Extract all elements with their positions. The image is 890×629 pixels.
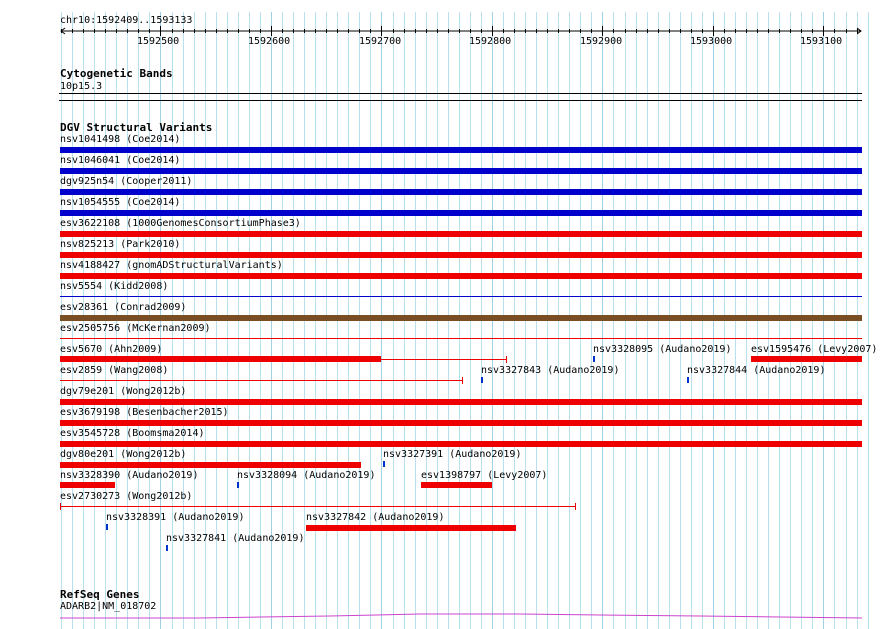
cytoband-outline-bottom: [59, 100, 862, 101]
structural-variant-tick[interactable]: [383, 461, 385, 467]
dgv-track-title[interactable]: DGV Structural Variants: [60, 121, 213, 134]
structural-variant-bar[interactable]: [60, 356, 381, 362]
cytoband-label: 10p15.3: [60, 81, 103, 92]
feature-label: esv3622108 (1000GenomesConsortiumPhase3): [60, 218, 301, 229]
structural-variant-line[interactable]: [381, 359, 507, 360]
feature-label: esv2730273 (Wong2012b): [60, 491, 193, 502]
feature-label: nsv4188427 (gnomADStructuralVariants): [60, 260, 283, 271]
gene-label: ADARB2|NM_018702: [60, 601, 157, 612]
structural-variant-tick[interactable]: [481, 377, 483, 383]
refseq-track-title[interactable]: RefSeq Genes: [60, 588, 140, 601]
structural-variant-bar[interactable]: [60, 462, 361, 468]
feature-label: dgv925n54 (Cooper2011): [60, 176, 193, 187]
cytoband-track-title[interactable]: Cytogenetic Bands: [60, 67, 173, 80]
feature-label: esv2859 (Wang2008): [60, 365, 169, 376]
feature-label: nsv3328390 (Audano2019): [60, 470, 199, 481]
structural-variant-line[interactable]: [60, 338, 862, 339]
structural-variant-bar[interactable]: [60, 399, 862, 405]
structural-variant-line[interactable]: [60, 296, 862, 297]
feature-label: esv3679198 (Besenbacher2015): [60, 407, 229, 418]
ruler-tick-label: 1593100: [800, 36, 843, 47]
structural-variant-bar[interactable]: [60, 168, 862, 174]
coordinate-label: chr10:1592409..1593133: [60, 15, 193, 26]
feature-label: nsv825213 (Park2010): [60, 239, 181, 250]
ruler-tick-label: 1593000: [690, 36, 733, 47]
feature-label: nsv3328391 (Audano2019): [106, 512, 245, 523]
gene-model[interactable]: [0, 608, 890, 629]
structural-variant-end-tick: [60, 503, 61, 510]
structural-variant-end-tick: [506, 356, 507, 363]
structural-variant-bar[interactable]: [306, 525, 516, 531]
structural-variant-bar[interactable]: [60, 189, 862, 195]
cytoband-outline-top: [59, 93, 862, 94]
ruler-tick-label: 1592800: [469, 36, 512, 47]
structural-variant-bar[interactable]: [421, 482, 492, 488]
ruler-tick-label: 1592900: [580, 36, 623, 47]
structural-variant-bar[interactable]: [60, 231, 862, 237]
ruler-tick-label: 1592500: [137, 36, 180, 47]
structural-variant-bar[interactable]: [60, 482, 115, 488]
ruler-tick-label: 1592600: [248, 36, 291, 47]
structural-variant-bar[interactable]: [60, 315, 862, 321]
structural-variant-line[interactable]: [60, 506, 576, 507]
feature-label: nsv3327391 (Audano2019): [383, 449, 522, 460]
feature-label: nsv3327841 (Audano2019): [166, 533, 305, 544]
structural-variant-bar[interactable]: [60, 147, 862, 153]
feature-label: dgv79e201 (Wong2012b): [60, 386, 187, 397]
ruler-tick-label: 1592700: [359, 36, 402, 47]
feature-label: esv3545728 (Boomsma2014): [60, 428, 205, 439]
structural-variant-tick[interactable]: [237, 482, 239, 488]
structural-variant-bar[interactable]: [60, 252, 862, 258]
feature-label: nsv3327843 (Audano2019): [481, 365, 620, 376]
ruler[interactable]: [0, 0, 890, 50]
structural-variant-end-tick: [575, 503, 576, 510]
structural-variant-tick[interactable]: [593, 356, 595, 362]
structural-variant-bar[interactable]: [60, 420, 862, 426]
feature-label: esv1595476 (Levy2007): [751, 344, 878, 355]
feature-label: nsv1054555 (Coe2014): [60, 197, 181, 208]
feature-label: esv5670 (Ahn2009): [60, 344, 163, 355]
feature-label: esv1398797 (Levy2007): [421, 470, 548, 481]
feature-label: nsv5554 (Kidd2008): [60, 281, 169, 292]
structural-variant-line[interactable]: [60, 380, 463, 381]
structural-variant-tick[interactable]: [106, 524, 108, 530]
feature-label: esv28361 (Conrad2009): [60, 302, 187, 313]
feature-label: dgv80e201 (Wong2012b): [60, 449, 187, 460]
structural-variant-bar[interactable]: [60, 441, 862, 447]
structural-variant-bar[interactable]: [60, 210, 862, 216]
structural-variant-tick[interactable]: [687, 377, 689, 383]
structural-variant-bar[interactable]: [751, 356, 862, 362]
feature-label: nsv3327842 (Audano2019): [306, 512, 445, 523]
feature-label: nsv3328094 (Audano2019): [237, 470, 376, 481]
feature-label: nsv3327844 (Audano2019): [687, 365, 826, 376]
feature-label: nsv3328095 (Audano2019): [593, 344, 732, 355]
structural-variant-tick[interactable]: [166, 545, 168, 551]
feature-label: esv2505756 (McKernan2009): [60, 323, 211, 334]
structural-variant-bar[interactable]: [60, 273, 862, 279]
structural-variant-end-tick: [462, 377, 463, 384]
feature-label: nsv1046041 (Coe2014): [60, 155, 181, 166]
feature-label: nsv1041498 (Coe2014): [60, 134, 181, 145]
